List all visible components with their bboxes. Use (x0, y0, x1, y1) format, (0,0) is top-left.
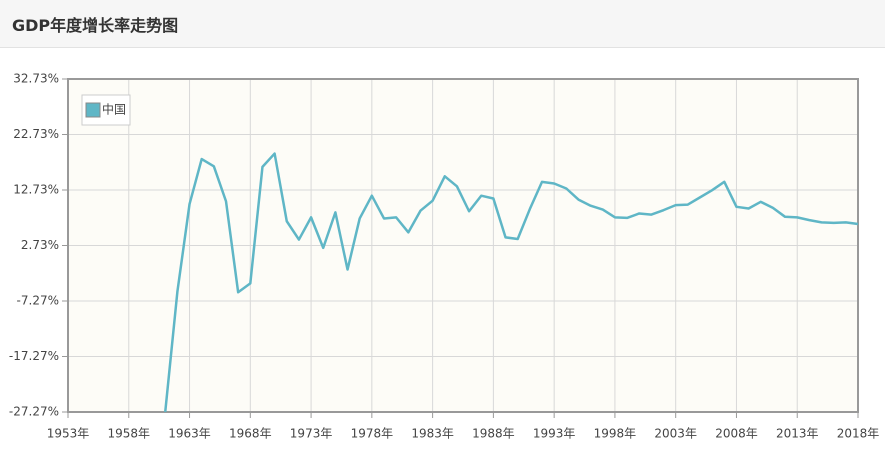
x-tick-label: 1983年 (411, 427, 454, 441)
x-tick-label: 2013年 (776, 427, 819, 441)
legend-label: 中国 (102, 102, 126, 117)
x-tick-label: 1958年 (107, 427, 150, 441)
x-tick-label: 1963年 (168, 427, 211, 441)
y-tick-label: 32.73% (13, 72, 59, 86)
x-tick-label: 2018年 (837, 427, 880, 441)
x-tick-label: 2003年 (654, 427, 697, 441)
x-tick-label: 1978年 (351, 427, 394, 441)
x-tick-label: 1968年 (229, 427, 272, 441)
y-tick-label: 12.73% (13, 183, 59, 197)
x-tick-label: 2008年 (715, 427, 758, 441)
chart-title: GDP年度增长率走势图 (12, 16, 179, 35)
legend-swatch (85, 102, 101, 118)
y-tick-label: -27.27% (9, 405, 59, 419)
y-tick-label: 22.73% (13, 127, 59, 141)
series-line (163, 152, 859, 413)
y-tick-label: 2.73% (21, 238, 59, 252)
x-tick-label: 1993年 (533, 427, 576, 441)
header: GDP年度增长率走势图 (0, 0, 885, 48)
x-tick-label: 1973年 (290, 427, 333, 441)
plot-border (67, 78, 859, 413)
x-tick-label: 1988年 (472, 427, 515, 441)
y-tick-label: -7.27% (17, 294, 59, 308)
x-tick-label: 1998年 (594, 427, 637, 441)
x-tick-label: 1953年 (47, 427, 90, 441)
y-tick-label: -17.27% (9, 349, 59, 363)
